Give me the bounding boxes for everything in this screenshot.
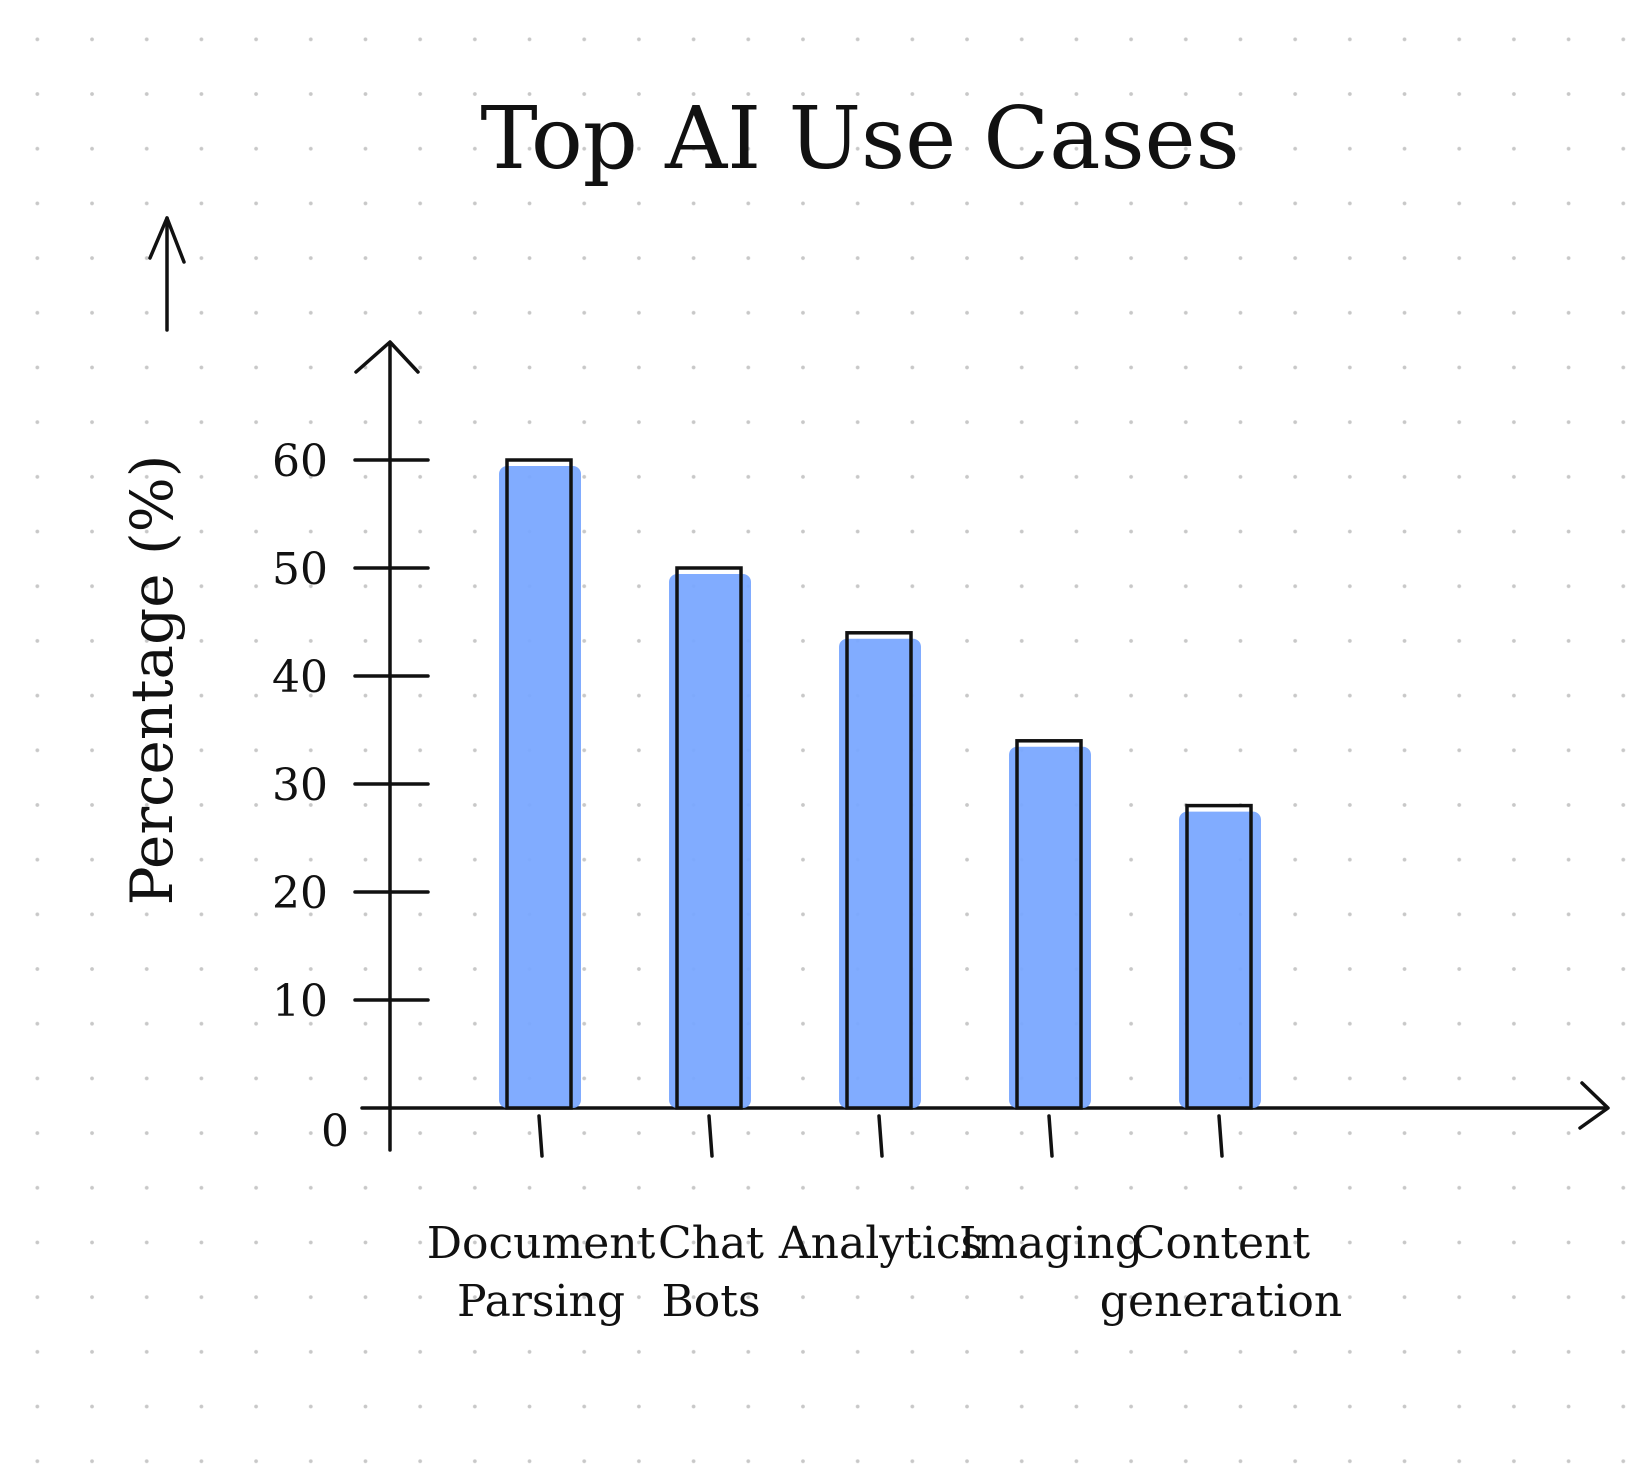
bar-fill [499, 466, 581, 1108]
x-category-label-line: Chat [658, 1218, 764, 1269]
x-category-label-line: Content [1132, 1218, 1311, 1269]
x-tick-mark [537, 1114, 544, 1158]
y-tick-label: 20 [272, 868, 328, 919]
x-tick-mark [707, 1114, 714, 1158]
chart-title: Top AI Use Cases [480, 89, 1239, 189]
x-tick-mark [1217, 1114, 1224, 1158]
x-category-label-line: Analytics [778, 1218, 983, 1269]
bar-outline [1185, 803, 1253, 1110]
x-category-label: Imaging [959, 1218, 1143, 1269]
y-axis-label-arrow [148, 216, 186, 332]
x-category-label-line: Parsing [457, 1276, 625, 1327]
y-tick-label: 30 [272, 760, 328, 811]
x-category-label-line: Imaging [959, 1218, 1143, 1269]
y-axis-label: Percentage (%) [118, 455, 186, 906]
bar-outline [845, 631, 913, 1110]
y-axis [354, 340, 420, 1152]
y-tick-label: 0 [321, 1106, 349, 1157]
x-tick-mark [877, 1114, 884, 1158]
bar-fill [839, 638, 921, 1108]
x-tick-mark [1047, 1114, 1054, 1158]
y-tick-label: 50 [272, 544, 328, 595]
bar-fill [669, 574, 751, 1108]
x-category-label: Analytics [778, 1218, 983, 1269]
bar-outline [675, 566, 743, 1110]
bar-fill [1179, 811, 1261, 1108]
x-category-label: Chat Bots [658, 1218, 764, 1327]
y-tick-label: 40 [272, 652, 328, 703]
x-category-label-line: generation [1100, 1276, 1342, 1327]
bar-fill [1009, 746, 1091, 1108]
y-tick-label: 10 [272, 976, 328, 1027]
x-category-label-line: Bots [661, 1276, 760, 1327]
x-category-label: Document Parsing [427, 1218, 656, 1327]
x-category-label-line: Document [427, 1218, 656, 1269]
bar-outline [505, 458, 573, 1110]
y-tick-label: 60 [272, 436, 328, 487]
x-category-label: Content generation [1100, 1218, 1342, 1327]
bar-outline [1015, 739, 1083, 1110]
